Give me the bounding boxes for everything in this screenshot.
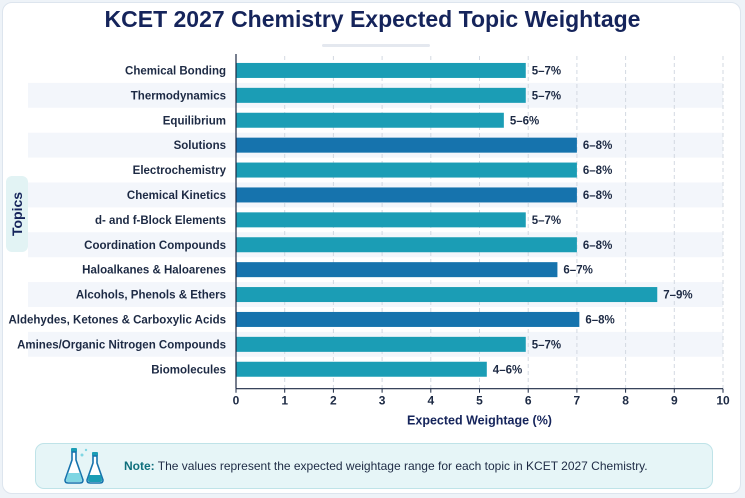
bar bbox=[236, 361, 487, 377]
bar bbox=[236, 137, 577, 153]
note-text: Note: The values represent the expected … bbox=[124, 444, 648, 488]
category-label: Alcohols, Phenols & Ethers bbox=[76, 290, 226, 302]
category-label: Amines/Organic Nitrogen Compounds bbox=[17, 339, 226, 351]
category-label: Coordination Compounds bbox=[84, 240, 226, 252]
x-tick-label: 2 bbox=[330, 394, 337, 408]
x-tick-label: 1 bbox=[281, 394, 288, 408]
category-label: Thermodynamics bbox=[131, 90, 226, 102]
data-label: 6–7% bbox=[563, 265, 592, 277]
x-tick-label: 3 bbox=[379, 394, 386, 408]
data-label: 6–8% bbox=[583, 240, 612, 252]
data-label: 6–8% bbox=[585, 314, 614, 326]
bar bbox=[236, 262, 558, 278]
bar bbox=[236, 112, 504, 128]
category-label: Equilibrium bbox=[163, 115, 226, 127]
note-box: Note: The values represent the expected … bbox=[35, 443, 713, 489]
data-label: 5–6% bbox=[510, 115, 539, 127]
data-label: 4–6% bbox=[493, 364, 522, 376]
y-axis-label-box bbox=[6, 176, 28, 252]
x-tick-label: 10 bbox=[716, 394, 730, 408]
bar bbox=[236, 87, 526, 103]
category-label: d- and f-Block Elements bbox=[95, 215, 226, 227]
title-underline bbox=[322, 44, 430, 47]
x-tick-label: 6 bbox=[525, 394, 532, 408]
note-label: Note: bbox=[124, 459, 155, 473]
bar bbox=[236, 336, 526, 352]
x-tick-label: 8 bbox=[622, 394, 629, 408]
data-label: 6–8% bbox=[583, 165, 612, 177]
category-label: Electrochemistry bbox=[133, 165, 227, 177]
category-label: Haloalkanes & Haloarenes bbox=[82, 265, 226, 277]
bar bbox=[236, 162, 577, 178]
data-label: 7–9% bbox=[663, 290, 692, 302]
chart-title: KCET 2027 Chemistry Expected Topic Weigh… bbox=[104, 6, 641, 32]
data-label: 5–7% bbox=[532, 90, 561, 102]
x-tick-label: 5 bbox=[476, 394, 483, 408]
category-label: Chemical Bonding bbox=[125, 65, 226, 77]
bar-chart: Chemical Bonding 5–7% Thermodynamics 5–7% Eq… bbox=[8, 54, 730, 428]
x-axis-label: Expected Weightage (%) bbox=[407, 414, 552, 428]
data-label: 5–7% bbox=[532, 339, 561, 351]
category-label: Biomolecules bbox=[151, 364, 226, 376]
category-label: Solutions bbox=[174, 140, 226, 152]
bar bbox=[236, 62, 526, 78]
data-label: 5–7% bbox=[532, 65, 561, 77]
data-label: 6–8% bbox=[583, 140, 612, 152]
data-label: 5–7% bbox=[532, 215, 561, 227]
bar bbox=[236, 212, 526, 228]
category-label: Chemical Kinetics bbox=[127, 190, 226, 202]
category-label: Aldehydes, Ketones & Carboxylic Acids bbox=[8, 314, 226, 326]
x-tick-label: 7 bbox=[574, 394, 581, 408]
x-tick-label: 9 bbox=[671, 394, 678, 408]
lab-flasks-icon bbox=[64, 448, 104, 484]
x-tick-label: 4 bbox=[427, 394, 434, 408]
bar bbox=[236, 311, 580, 327]
bar bbox=[236, 187, 577, 203]
bar bbox=[236, 237, 577, 253]
data-label: 6–8% bbox=[583, 190, 612, 202]
bar bbox=[236, 287, 658, 303]
x-tick-label: 0 bbox=[233, 394, 240, 408]
note-body: The values represent the expected weight… bbox=[157, 459, 648, 473]
